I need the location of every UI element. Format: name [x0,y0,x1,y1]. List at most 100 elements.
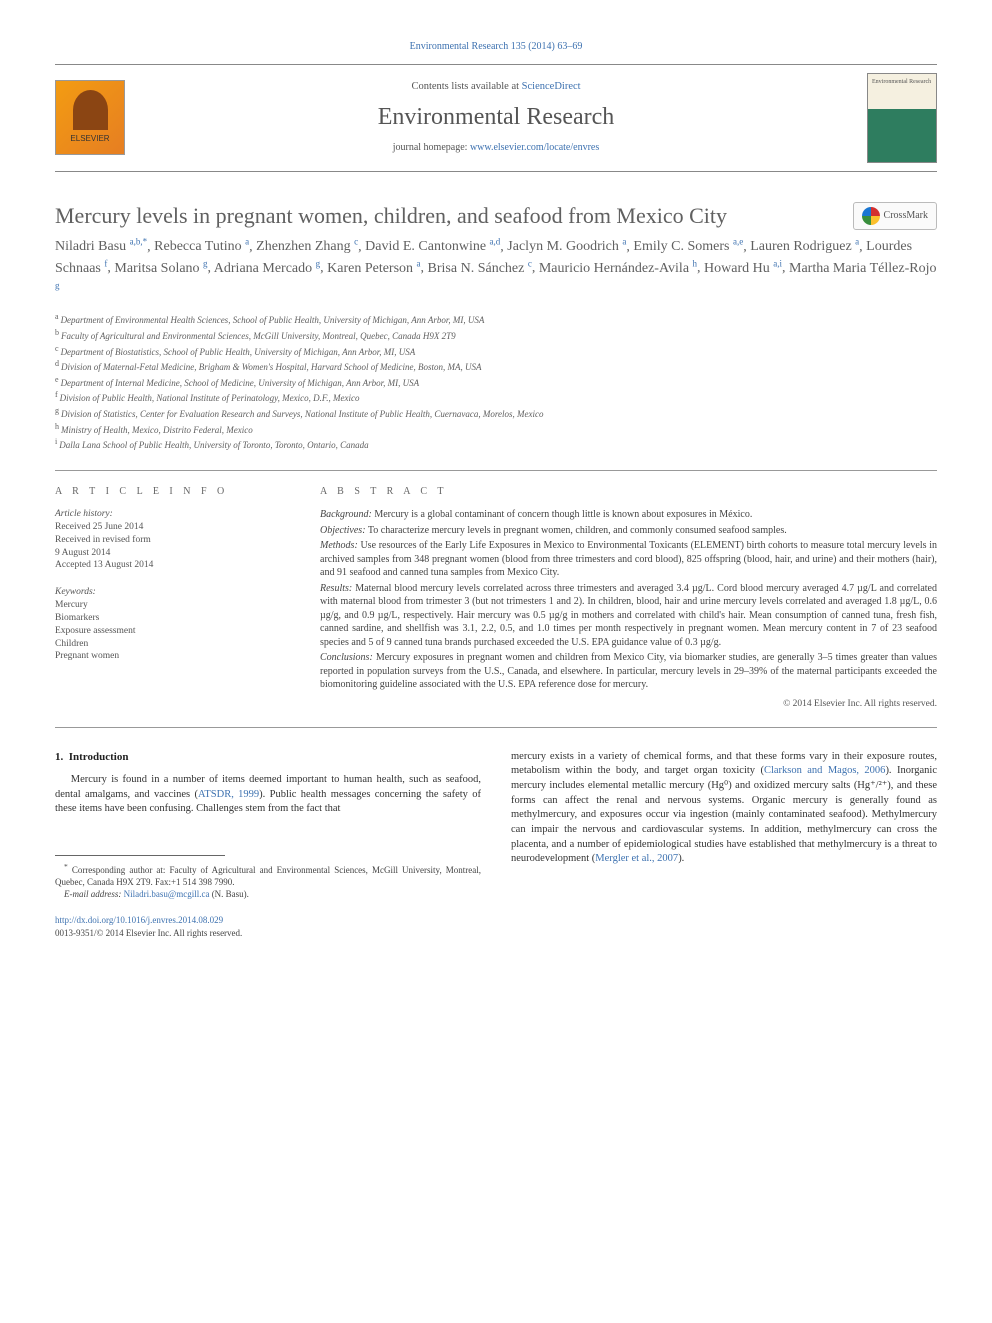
author-affil-sup: a [417,258,421,268]
affiliation-line: c Department of Biostatistics, School of… [55,343,937,359]
affiliation-line: i Dalla Lana School of Public Health, Un… [55,436,937,452]
history-line: Received 25 June 2014 [55,521,285,534]
author-affil-sup: a,i [773,258,782,268]
affiliation-line: g Division of Statistics, Center for Eva… [55,405,937,421]
sciencedirect-link[interactable]: ScienceDirect [522,81,581,92]
body-two-columns: 1. Introduction Mercury is found in a nu… [55,750,937,940]
affil-ref-link[interactable]: a [245,237,249,247]
top-citation[interactable]: Environmental Research 135 (2014) 63–69 [55,40,937,54]
keywords-label: Keywords: [55,586,285,599]
author: Adriana Mercado g [214,261,320,276]
affil-sup: f [55,390,60,399]
author-email-link[interactable]: Niladri.basu@mcgill.ca [124,889,210,899]
affiliation-line: h Ministry of Health, Mexico, Distrito F… [55,421,937,437]
author: Karen Peterson a [327,261,420,276]
keyword: Biomarkers [55,612,285,625]
crossmark-badge[interactable]: CrossMark [853,202,937,230]
abstract-section-label: Methods: [320,540,358,551]
affil-ref-link[interactable]: c [354,237,358,247]
intro-paragraph-1-cont: mercury exists in a variety of chemical … [511,750,937,868]
author-affil-sup: f [104,258,107,268]
affil-sup: b [55,328,61,337]
abstract-section: Results: Maternal blood mercury levels c… [320,582,937,650]
homepage-line: journal homepage: www.elsevier.com/locat… [140,141,852,155]
abstract-column: a b s t r a c t Background: Mercury is a… [320,485,937,711]
history-line: Accepted 13 August 2014 [55,559,285,572]
keyword: Exposure assessment [55,625,285,638]
abstract-section: Methods: Use resources of the Early Life… [320,539,937,580]
authors-list: Niladri Basu a,b,*, Rebecca Tutino a, Zh… [55,236,937,302]
affil-ref-link[interactable]: a [622,237,626,247]
affil-ref-link[interactable]: c [528,258,532,268]
homepage-prefix: journal homepage: [393,142,470,153]
footnote-separator [55,855,225,856]
corresponding-author-note: * Corresponding author at: Faculty of Ag… [55,862,481,888]
author-affil-sup: g [55,280,60,290]
ref-link-atsdr[interactable]: ATSDR, 1999 [198,789,259,800]
author: Zhenzhen Zhang c [256,239,358,254]
doi-link[interactable]: http://dx.doi.org/10.1016/j.envres.2014.… [55,915,223,925]
author-affil-sup: a [855,237,859,247]
email-label: E-mail address: [64,889,121,899]
author: Mauricio Hernández-Avila h [539,261,697,276]
author: Emily C. Somers a,e [633,239,743,254]
author-affil-sup: a [245,237,249,247]
author-affil-sup: c [528,258,532,268]
keyword: Children [55,638,285,651]
affil-ref-link[interactable]: g [316,258,321,268]
abstract-section-label: Conclusions: [320,652,373,663]
affil-ref-link[interactable]: h [693,258,698,268]
abstract-section-label: Results: [320,583,352,594]
crossmark-label: CrossMark [884,209,928,223]
author-affil-sup: g [316,258,321,268]
affil-sup: h [55,422,61,431]
affil-ref-link[interactable]: g [203,258,208,268]
footer-doi-block: http://dx.doi.org/10.1016/j.envres.2014.… [55,914,481,939]
author: Niladri Basu a,b,* [55,239,147,254]
keyword: Pregnant women [55,650,285,663]
history-line: Received in revised form [55,534,285,547]
history-label: Article history: [55,509,113,519]
journal-cover-thumb[interactable]: Environmental Research [867,73,937,163]
affil-ref-link[interactable]: g [55,280,60,290]
affil-ref-link[interactable]: a [417,258,421,268]
elsevier-label: ELSEVIER [70,134,109,145]
affiliations-list: a Department of Environmental Health Sci… [55,311,937,451]
keyword: Mercury [55,599,285,612]
abstract-section-label: Objectives: [320,525,366,536]
ref-link-mergler[interactable]: Mergler et al., 2007 [595,853,678,864]
affil-ref-link[interactable]: a,b, [130,237,143,247]
affil-ref-link[interactable]: a,d [490,237,501,247]
abstract-heading: a b s t r a c t [320,485,937,499]
affil-sup: g [55,406,61,415]
contents-available-line: Contents lists available at ScienceDirec… [140,80,852,94]
intro-p1c-text-c: ). [678,853,684,864]
elsevier-logo[interactable]: ELSEVIER [55,80,125,155]
affil-ref-link[interactable]: f [104,258,107,268]
affiliation-line: d Division of Maternal-Fetal Medicine, B… [55,358,937,374]
ref-link-clarkson[interactable]: Clarkson and Magos, 2006 [764,765,885,776]
author: Brisa N. Sánchez c [428,261,532,276]
homepage-link[interactable]: www.elsevier.com/locate/envres [470,142,599,153]
affil-ref-link[interactable]: a,e [733,237,743,247]
author: Jaclyn M. Goodrich a [507,239,626,254]
corresponding-marker-link[interactable]: * [143,237,148,247]
body-column-left: 1. Introduction Mercury is found in a nu… [55,750,481,940]
section-number: 1. [55,751,63,763]
affil-sup: e [55,375,61,384]
affil-sup: c [55,344,61,353]
abstract-copyright: © 2014 Elsevier Inc. All rights reserved… [320,698,937,711]
affil-ref-link[interactable]: a [855,237,859,247]
author: David E. Cantonwine a,d [365,239,500,254]
affil-ref-link[interactable]: a,i [773,258,782,268]
author-affil-sup: a [622,237,626,247]
author-affil-sup: a,e [733,237,743,247]
affil-sup: a [55,312,61,321]
crossmark-icon [862,207,880,225]
abstract-section: Objectives: To characterize mercury leve… [320,524,937,538]
cover-thumb-title: Environmental Research [872,78,932,86]
article-title: Mercury levels in pregnant women, childr… [55,202,833,230]
author-affil-sup: c [354,237,358,247]
journal-header: ELSEVIER Contents lists available at Sci… [55,64,937,172]
corr-marker: * [64,862,68,871]
